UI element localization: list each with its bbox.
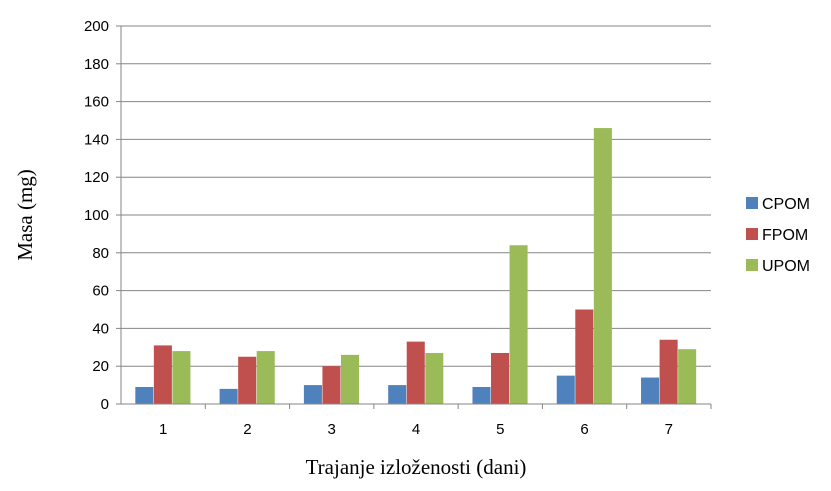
y-tick-label: 0 [101,396,109,413]
legend-swatch-fpom [746,228,758,240]
bar-fpom-4 [407,342,425,404]
bar-upom-7 [678,349,696,404]
bar-fpom-7 [660,340,678,404]
bar-cpom-1 [135,387,153,404]
legend-swatch-upom [746,259,758,271]
bar-cpom-7 [641,378,659,404]
bar-cpom-4 [388,385,406,404]
y-tick-label: 120 [84,169,109,186]
y-tick-label: 80 [92,245,109,262]
bar-cpom-5 [472,387,490,404]
bar-fpom-3 [322,366,340,404]
bar-upom-1 [172,351,190,404]
bar-fpom-2 [238,357,256,404]
x-tick-label: 7 [665,421,673,438]
x-tick-label: 6 [580,421,588,438]
legend-label-fpom: FPOM [762,227,808,244]
x-axis-title: Trajanje izloženosti (dani) [306,455,527,479]
bar-fpom-6 [575,310,593,405]
bar-cpom-3 [304,385,322,404]
legend: CPOM FPOM UPOM [746,196,810,275]
bars [135,128,696,404]
bar-upom-2 [257,351,275,404]
y-tick-label: 200 [84,18,109,35]
legend-label-upom: UPOM [762,258,810,275]
legend-label-cpom: CPOM [762,196,810,213]
y-tick-label: 20 [92,358,109,375]
x-tick-label: 4 [412,421,420,438]
x-tick-labels: 1 2 3 4 5 6 7 [159,421,673,438]
y-tick-label: 60 [92,283,109,300]
bar-cpom-6 [557,376,575,404]
y-tick-label: 160 [84,94,109,111]
y-tick-label: 140 [84,131,109,148]
y-tick-labels: 0 20 40 60 80 100 120 140 160 180 200 [84,18,109,413]
bar-upom-3 [341,355,359,404]
y-tick-label: 180 [84,56,109,73]
bar-upom-6 [594,128,612,404]
x-tick-label: 1 [159,421,167,438]
x-tick-label: 3 [328,421,336,438]
bar-upom-4 [425,353,443,404]
bar-fpom-5 [491,353,509,404]
y-tick-label: 40 [92,320,109,337]
bar-fpom-1 [154,345,172,404]
y-tick-label: 100 [84,207,109,224]
bar-upom-5 [510,245,528,404]
y-axis-title: Masa (mg) [13,169,37,261]
bar-cpom-2 [220,389,238,404]
x-tick-label: 2 [243,421,251,438]
legend-swatch-cpom [746,197,758,209]
x-tick-label: 5 [496,421,504,438]
